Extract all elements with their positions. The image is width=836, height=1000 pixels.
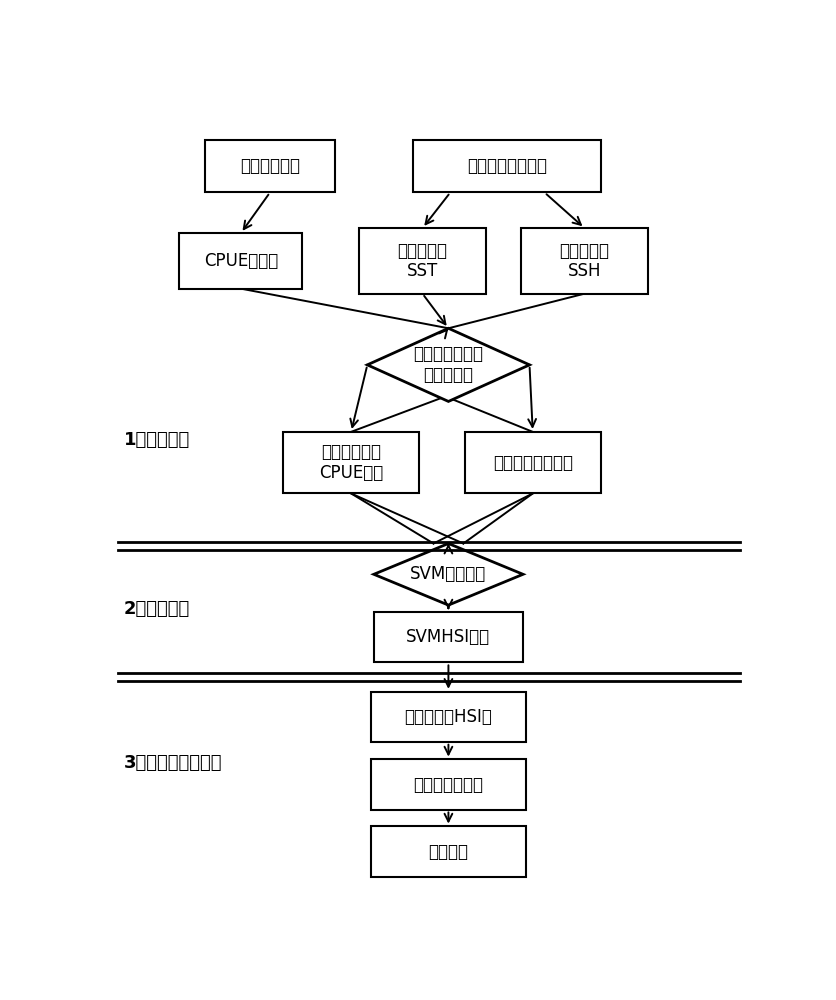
Bar [412, 140, 600, 192]
Text: 1）数据处理: 1）数据处理 [124, 431, 190, 449]
Text: 海表面温度
SST: 海表面温度 SST [397, 242, 447, 280]
Bar [283, 432, 419, 493]
Text: 网格化的渔业
CPUE数据: 网格化的渔业 CPUE数据 [319, 443, 383, 482]
Bar [359, 228, 485, 294]
Bar [370, 826, 526, 877]
Bar [370, 759, 526, 810]
Polygon shape [374, 543, 522, 605]
Text: SVMHSI模型: SVMHSI模型 [405, 628, 490, 646]
Bar [205, 140, 334, 192]
Text: 精度评定: 精度评定 [428, 842, 468, 860]
Bar [179, 233, 302, 289]
Text: 商业捕捞数据: 商业捕捞数据 [240, 157, 299, 175]
Polygon shape [367, 328, 529, 401]
Text: 结果预测：HSI值: 结果预测：HSI值 [404, 708, 492, 726]
Text: 结果输出与显示: 结果输出与显示 [413, 776, 483, 794]
Text: 网格化的环境数据: 网格化的环境数据 [492, 454, 572, 472]
Bar [374, 612, 522, 662]
Bar [464, 432, 600, 493]
Text: 3）结果与精度评定: 3）结果与精度评定 [124, 754, 222, 772]
Bar [521, 228, 647, 294]
Bar [370, 692, 526, 742]
Text: CPUE标准化: CPUE标准化 [203, 252, 278, 270]
Text: 2）模型建立: 2）模型建立 [124, 600, 190, 618]
Text: SVM数据处理: SVM数据处理 [410, 565, 486, 583]
Text: 海表面高度
SSH: 海表面高度 SSH [559, 242, 609, 280]
Text: 环境数据与渔业
数据网格化: 环境数据与渔业 数据网格化 [413, 345, 483, 384]
Text: 海洋环境遥感数据: 海洋环境遥感数据 [466, 157, 546, 175]
